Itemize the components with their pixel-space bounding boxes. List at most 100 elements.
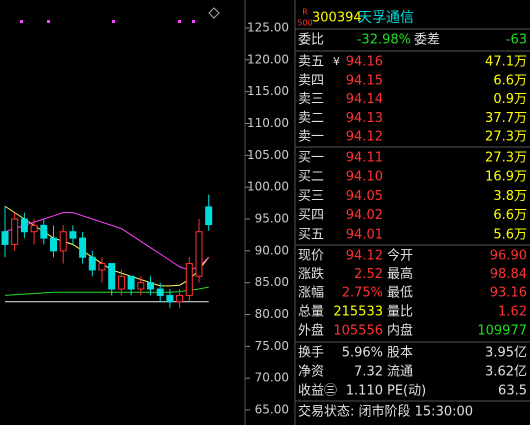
candle-body [79, 237, 87, 258]
book-price: 94.13 [346, 111, 383, 126]
candle-body [40, 224, 48, 239]
book-label: 买二 [298, 170, 324, 185]
stat-value: 105556 [333, 324, 383, 339]
book-label: 卖五 [298, 55, 324, 70]
stat-label: 收益㊂ [298, 384, 337, 399]
y-tick-label: 65.00 [255, 403, 289, 417]
y-tick-label: 75.00 [255, 339, 289, 353]
stat-label: 内盘 [387, 323, 413, 339]
candle-body [166, 294, 174, 303]
stat-value: 96.90 [490, 249, 527, 264]
diamond-icon[interactable] [208, 7, 220, 19]
badge-top: R [302, 8, 308, 17]
stat-label: 最低 [387, 286, 413, 301]
y-tick-label: 100.00 [247, 180, 289, 194]
book-price: 94.01 [346, 227, 383, 242]
stat-value: 5.96% [342, 346, 383, 361]
book-volume: 27.3万 [485, 130, 527, 145]
stat-label: 涨跌 [298, 266, 324, 282]
book-price: 94.15 [346, 73, 383, 88]
candle-body [185, 263, 193, 296]
book-volume: 6.6万 [493, 208, 527, 223]
book-volume: 16.9万 [485, 170, 527, 185]
stat-value: 109977 [477, 324, 527, 339]
stat-label: 总量 [298, 305, 324, 320]
stat-label: 外盘 [298, 323, 324, 339]
candle-body [117, 275, 125, 290]
stat-label: 今开 [387, 248, 413, 264]
stat-label: 最高 [387, 266, 413, 282]
stat-label: PE(动) [387, 384, 426, 399]
book-label: 买一 [298, 151, 324, 166]
candle-body [20, 218, 28, 233]
book-volume: 5.6万 [493, 227, 527, 242]
stat-value: 63.5 [498, 384, 527, 399]
stat-label: 现价 [298, 249, 324, 264]
y-tick-label: 105.00 [247, 148, 289, 162]
stat-value: 1.110 [346, 384, 383, 399]
stock-code: 300394 [312, 11, 362, 26]
ratio-value: -32.98% [357, 33, 411, 48]
stat-value: 98.84 [490, 267, 527, 282]
candle-body [1, 231, 9, 245]
moving-average [4, 286, 209, 296]
candle-body [88, 256, 96, 271]
book-label: 卖二 [298, 111, 324, 126]
candle-body [50, 237, 57, 252]
candle-body [176, 294, 184, 303]
candle-body [156, 288, 164, 296]
stock-name: 天孚通信 [358, 10, 414, 26]
book-label: 买三 [298, 189, 324, 204]
ratio-label: 委比 [298, 33, 324, 48]
book-price: 94.11 [346, 151, 383, 166]
book-volume: 3.8万 [493, 189, 527, 204]
stat-value: 94.12 [346, 249, 383, 264]
candle-body [98, 263, 106, 271]
book-volume: 6.6万 [493, 73, 527, 88]
candle-body [11, 218, 19, 245]
book-price: 94.02 [346, 208, 383, 223]
stat-label: 股本 [387, 346, 413, 361]
stat-label: 涨幅 [298, 286, 324, 301]
book-price: 94.12 [346, 130, 383, 145]
book-label: 买五 [298, 227, 324, 242]
book-label: 卖一 [298, 130, 324, 145]
book-price: 94.16 [346, 55, 383, 70]
stat-value: 1.62 [498, 305, 527, 320]
book-volume: 0.9万 [493, 92, 527, 107]
candle-body [195, 231, 203, 277]
ask-marker: ¥ [333, 55, 340, 68]
book-volume: 37.7万 [485, 111, 527, 126]
badge-bottom: 500 [297, 19, 312, 28]
candle-body [127, 275, 135, 290]
candle-body [108, 263, 116, 290]
candle-body [59, 231, 67, 252]
diff-label: 委差 [414, 33, 440, 48]
stat-value: 2.52 [354, 267, 383, 282]
y-tick-label: 125.00 [247, 21, 289, 35]
book-volume: 27.3万 [485, 151, 527, 166]
book-price: 94.05 [346, 189, 383, 204]
y-tick-label: 120.00 [247, 52, 289, 66]
trade-status: 交易状态: 闭市阶段 15:30:00 [298, 404, 473, 420]
candle-body [137, 282, 145, 290]
moving-average [4, 212, 210, 271]
book-volume: 47.1万 [485, 55, 527, 70]
stat-label: 量比 [387, 305, 413, 320]
stat-value: 3.95亿 [485, 346, 527, 361]
book-price: 94.10 [346, 170, 383, 185]
y-tick-label: 70.00 [255, 371, 289, 385]
stat-label: 流通 [387, 365, 413, 380]
y-tick-label: 80.00 [255, 307, 289, 321]
stat-value: 215533 [333, 305, 383, 320]
book-label: 买四 [298, 208, 324, 223]
stat-value: 2.75% [342, 286, 383, 301]
book-price: 94.14 [346, 92, 383, 107]
book-label: 卖四 [298, 73, 324, 88]
diff-value: -63 [506, 33, 527, 48]
stat-value: 7.32 [354, 365, 383, 380]
y-tick-label: 85.00 [255, 275, 289, 289]
y-tick-label: 115.00 [247, 84, 289, 98]
